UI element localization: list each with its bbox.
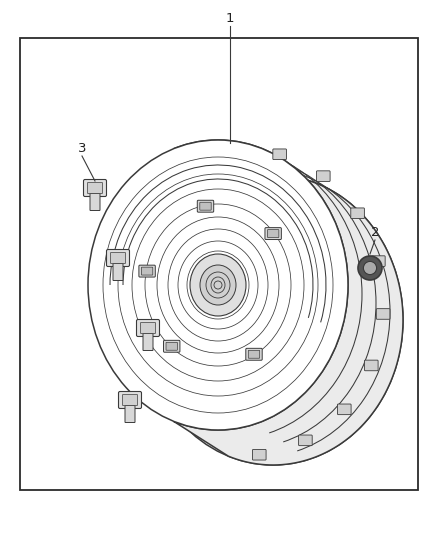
Text: 2: 2 [371, 225, 379, 238]
FancyBboxPatch shape [119, 392, 141, 408]
FancyBboxPatch shape [268, 230, 279, 238]
FancyBboxPatch shape [110, 253, 126, 263]
FancyBboxPatch shape [90, 193, 100, 211]
FancyBboxPatch shape [143, 334, 153, 351]
FancyBboxPatch shape [141, 322, 155, 334]
FancyBboxPatch shape [299, 435, 312, 446]
FancyBboxPatch shape [84, 180, 106, 197]
Text: 1: 1 [226, 12, 234, 25]
Ellipse shape [364, 261, 377, 274]
FancyBboxPatch shape [246, 349, 262, 360]
FancyBboxPatch shape [139, 265, 155, 277]
FancyBboxPatch shape [317, 171, 330, 181]
FancyBboxPatch shape [338, 404, 351, 415]
FancyBboxPatch shape [106, 249, 130, 266]
FancyBboxPatch shape [376, 309, 390, 319]
Ellipse shape [358, 256, 382, 280]
Ellipse shape [88, 140, 348, 430]
Ellipse shape [190, 254, 246, 316]
FancyBboxPatch shape [125, 406, 135, 423]
FancyBboxPatch shape [273, 149, 286, 159]
FancyBboxPatch shape [252, 449, 266, 460]
Ellipse shape [200, 265, 236, 305]
Text: 3: 3 [78, 141, 86, 155]
FancyBboxPatch shape [141, 267, 153, 275]
Ellipse shape [143, 175, 403, 465]
FancyBboxPatch shape [248, 350, 260, 358]
FancyBboxPatch shape [113, 263, 123, 280]
FancyBboxPatch shape [371, 256, 385, 266]
FancyBboxPatch shape [351, 208, 364, 219]
FancyBboxPatch shape [163, 341, 180, 352]
FancyBboxPatch shape [364, 360, 378, 371]
Polygon shape [173, 140, 403, 465]
FancyBboxPatch shape [123, 394, 138, 406]
Bar [20, 38, 418, 490]
FancyBboxPatch shape [88, 182, 102, 193]
FancyBboxPatch shape [197, 200, 214, 212]
FancyBboxPatch shape [265, 228, 281, 239]
FancyBboxPatch shape [200, 202, 211, 210]
FancyBboxPatch shape [137, 319, 159, 336]
FancyBboxPatch shape [166, 342, 177, 350]
